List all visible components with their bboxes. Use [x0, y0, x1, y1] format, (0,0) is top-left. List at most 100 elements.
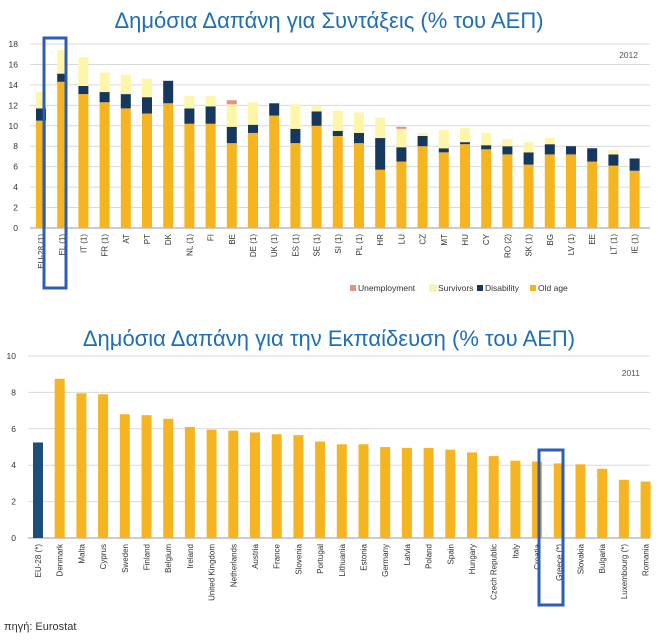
pension-category-label: LU [397, 234, 406, 244]
pension-bar-old-age-cy [481, 149, 492, 228]
education-bar-germany [380, 447, 391, 538]
education-y-tick: 0 [11, 533, 16, 543]
pension-bar-disability-pt [142, 97, 152, 114]
pension-bar-disability-dk [163, 80, 174, 104]
pension-bar-disability-mt [438, 148, 449, 153]
education-category-label: France [273, 543, 282, 568]
education-bar-spain [445, 449, 456, 538]
pension-bar-survivors-fr-1 [99, 72, 110, 93]
pension-category-label: FI [207, 234, 216, 241]
pension-category-label: LT (1) [609, 234, 618, 255]
education-category-label: Malta [77, 543, 86, 563]
education-category-label: Ireland [186, 544, 195, 568]
pension-bar-survivors-hr [375, 117, 386, 139]
pension-bar-disability-de-1 [248, 124, 258, 133]
pension-category-label: PT [143, 234, 152, 244]
pension-bar-survivors-el-1 [57, 50, 68, 74]
pension-category-label: SE (1) [313, 234, 322, 257]
pension-category-label: DK [164, 233, 173, 245]
pension-bar-old-age-hu [460, 144, 470, 228]
legend-swatch-unemployment [350, 285, 356, 291]
pension-bar-survivors-si-1 [332, 110, 343, 131]
pension-bar-disability-it-1 [78, 85, 89, 95]
pension-bar-old-age-uk-1 [269, 115, 280, 228]
pension-highlight-box [42, 36, 68, 290]
pension-bar-old-age-it-1 [78, 94, 89, 228]
pension-bar-survivors-es-1 [290, 104, 301, 129]
pension-y-tick: 18 [9, 39, 19, 49]
pension-y-tick: 14 [9, 80, 19, 90]
pension-bar-old-age-ie-1 [629, 170, 640, 228]
pension-bar-survivors-cy [481, 132, 492, 146]
pension-bar-old-age-cz [417, 146, 428, 228]
education-bar-slovenia [293, 435, 304, 538]
pension-bar-survivors-bg [544, 138, 555, 145]
pension-bar-disability-ie-1 [629, 158, 640, 171]
pension-bar-disability-se-1 [311, 111, 322, 126]
pension-bar-old-age-be [226, 143, 237, 228]
pension-category-label: BG [546, 234, 555, 246]
pension-bar-disability-eu-28-1 [36, 108, 46, 121]
education-category-label: Bulgaria [598, 543, 607, 573]
pension-bar-old-age-nl-1 [184, 123, 195, 228]
pension-bar-old-age-fr-1 [99, 102, 110, 228]
pension-category-label: ES (1) [291, 234, 300, 257]
education-category-label: Slovenia [294, 543, 303, 574]
education-bar-czech-republic [488, 456, 499, 538]
pension-bar-survivors-fi [205, 96, 216, 107]
pension-bar-old-age-el-1 [57, 81, 68, 228]
pension-bar-old-age-pt [142, 113, 152, 228]
pension-category-label: EL (1) [58, 234, 67, 256]
education-category-label: Belgium [164, 544, 173, 573]
pension-year-label: 2012 [619, 50, 638, 60]
pension-bar-disability-bg [544, 144, 555, 155]
pension-bar-survivors-pt [142, 78, 152, 98]
legend-label-disability: Disability [485, 283, 520, 293]
education-bar-luxembourg [618, 479, 629, 538]
education-bar-latvia [401, 447, 412, 538]
pension-category-label: CY [482, 233, 491, 245]
education-bar-ireland [184, 426, 195, 538]
education-year-label: 2011 [622, 368, 641, 378]
education-bar-finland [141, 415, 152, 538]
pension-category-label: RO (2) [503, 234, 512, 258]
pension-bar-old-age-hr [375, 169, 386, 228]
education-bar-france [271, 434, 282, 538]
pension-category-label: SK (1) [525, 234, 534, 257]
education-bar-netherlands [228, 430, 239, 538]
pension-bar-survivors-de-1 [248, 102, 258, 125]
pension-bar-disability-hr [375, 138, 386, 170]
pension-bar-survivors-mt [438, 129, 449, 149]
pension-bar-survivors-hu [460, 127, 470, 143]
pension-bar-disability-nl-1 [184, 108, 195, 124]
pension-bar-disability-si-1 [332, 130, 343, 136]
pension-bar-old-age-sk-1 [523, 164, 534, 228]
education-bar-austria [250, 432, 260, 538]
education-bar-denmark [54, 378, 65, 538]
education-category-label: Italy [511, 544, 520, 559]
pension-bar-old-age-dk [163, 103, 174, 228]
pension-bar-old-age-lt-1 [608, 165, 619, 228]
education-bar-hungary [467, 452, 477, 538]
pension-bar-survivors-eu-28-1 [36, 92, 46, 109]
education-category-label: Germany [381, 544, 390, 577]
education-category-label: Netherlands [229, 544, 238, 587]
pension-category-label: PL (1) [355, 234, 364, 256]
legend-label-old-age: Old age [538, 283, 568, 293]
education-category-label: Slovakia [577, 543, 586, 574]
education-category-label: Poland [425, 544, 434, 569]
legend-swatch-survivors [429, 284, 437, 292]
education-category-label: Luxembourg (*) [620, 544, 629, 599]
education-category-label: Czech Republic [490, 544, 499, 600]
education-category-label: Greece (*) [555, 544, 564, 581]
education-category-label: Sweden [121, 544, 130, 573]
education-bar-bulgaria [597, 468, 608, 538]
legend-swatch-old-age [530, 285, 536, 291]
pension-y-tick: 8 [13, 141, 18, 151]
source-note: πηγή: Eurostat [4, 621, 76, 633]
pension-bar-disability-fr-1 [99, 92, 110, 103]
education-bar-cyprus [98, 394, 109, 538]
pension-bar-old-age-mt [438, 152, 449, 228]
pension-bar-disability-pl-1 [354, 132, 364, 144]
